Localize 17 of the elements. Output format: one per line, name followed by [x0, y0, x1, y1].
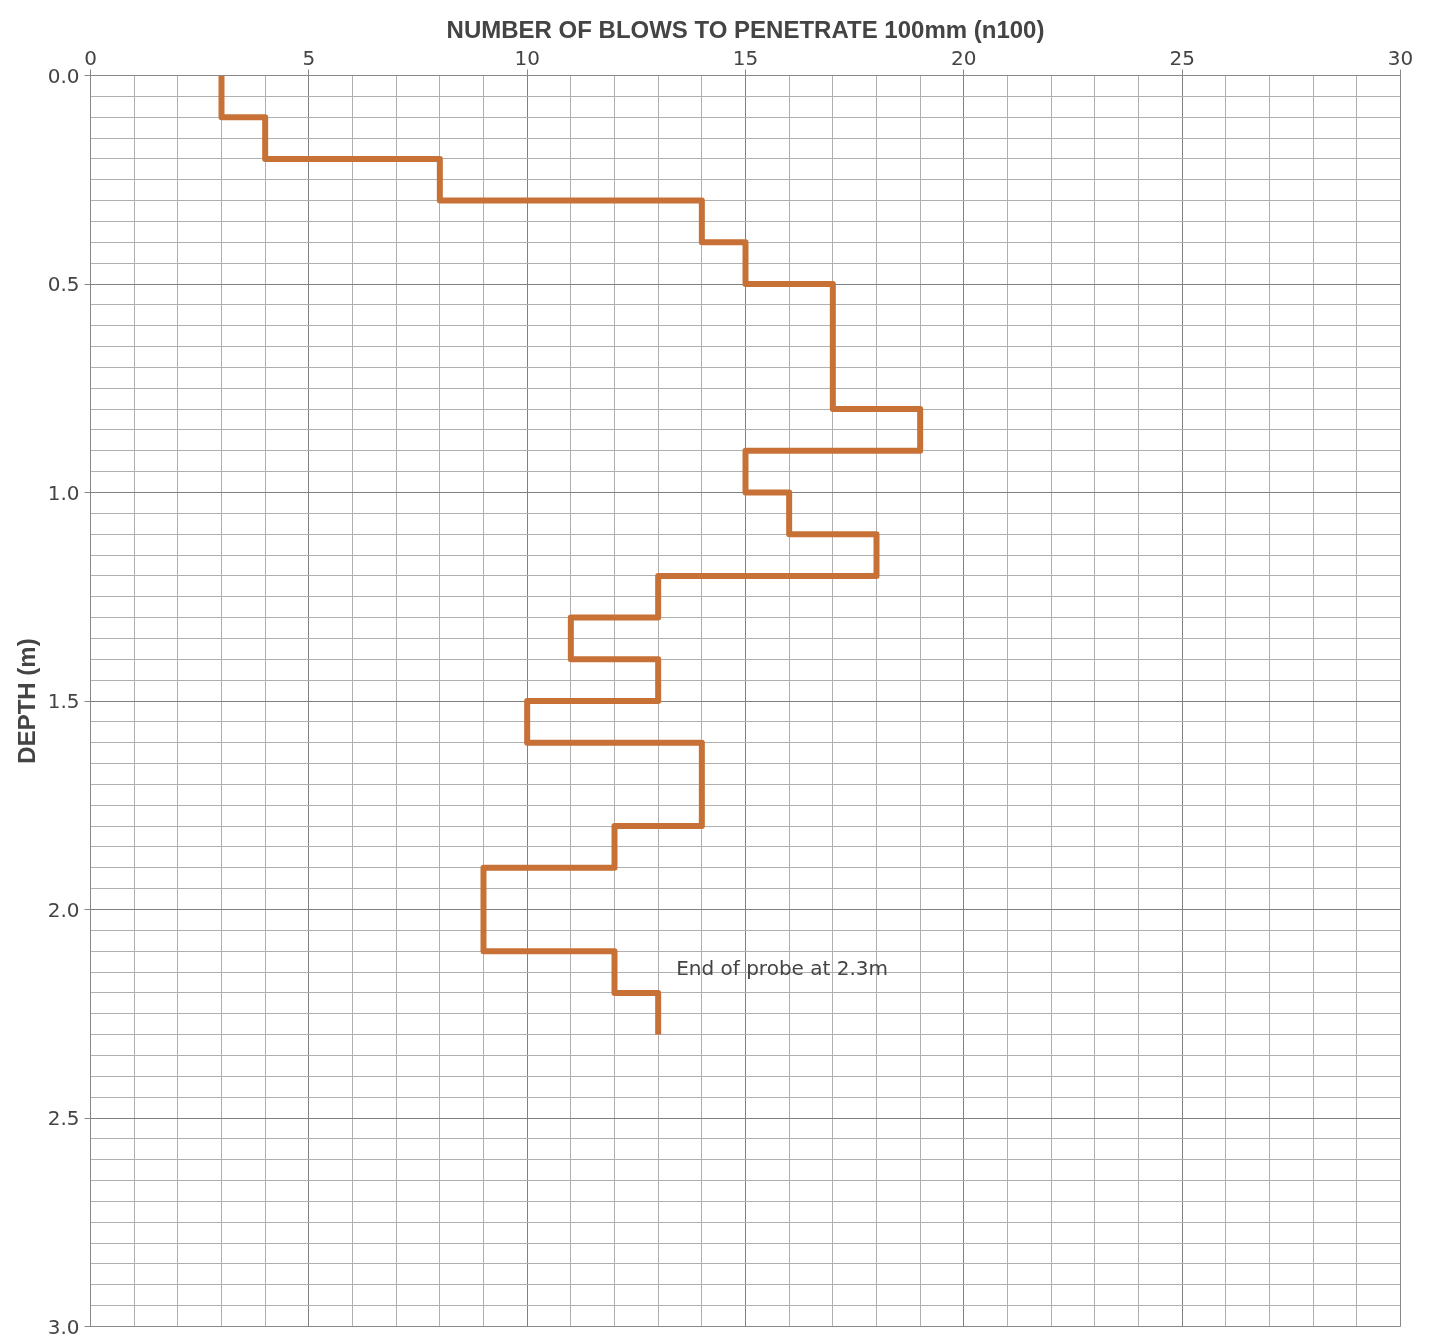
y-tick-label: 2.5 [47, 1106, 80, 1130]
y-tick-label: 0.5 [47, 272, 80, 296]
x-tick-label: 0 [84, 45, 97, 70]
y-tick-label: 1.0 [47, 480, 80, 505]
y-tick-label: 3.0 [47, 1314, 80, 1339]
x-tick-label: 20 [951, 45, 977, 70]
x-tick-label: 10 [514, 45, 540, 70]
y-tick-label: 1.5 [47, 689, 80, 713]
x-axis-title: NUMBER OF BLOWS TO PENETRATE 100mm (n100) [446, 15, 1045, 43]
x-tick-label: 5 [302, 45, 316, 70]
y-tick-label: 2.0 [47, 897, 80, 922]
y-tick-label: 0.0 [47, 63, 80, 88]
y-axis-title: DEPTH (m) [12, 638, 40, 764]
x-tick-label: 25 [1169, 45, 1195, 70]
annotation: End of probe at 2.3m [676, 955, 888, 980]
x-tick-label: 30 [1387, 45, 1414, 70]
x-tick-label: 15 [732, 45, 759, 70]
